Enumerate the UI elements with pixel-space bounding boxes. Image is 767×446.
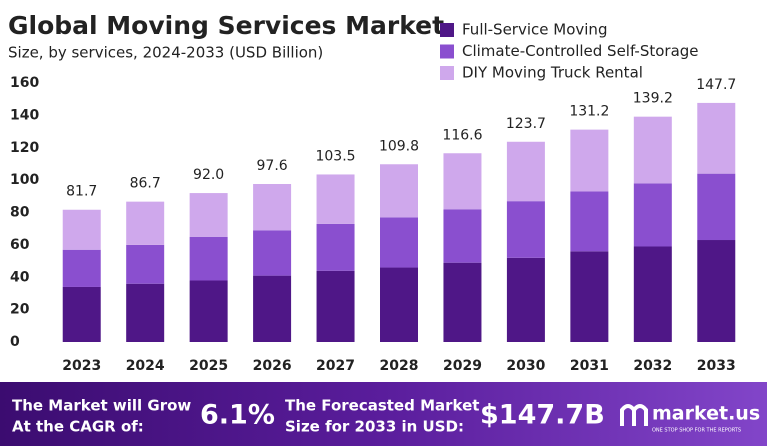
bar-segment	[62, 286, 101, 342]
total-label: 81.7	[66, 184, 97, 200]
x-tick-label: 2031	[570, 358, 609, 374]
x-tick-label: 2023	[62, 358, 101, 374]
total-label: 92.0	[193, 167, 224, 183]
chart-subtitle: Size, by services, 2024-2033 (USD Billio…	[8, 44, 323, 62]
brand-name: market.us	[652, 403, 760, 425]
y-tick-label: 120	[10, 140, 39, 156]
bar-segment	[316, 174, 355, 224]
y-tick-label: 20	[10, 302, 30, 318]
x-tick-label: 2024	[126, 358, 165, 374]
bar-segment	[126, 201, 165, 245]
forecast-value: $147.7B	[480, 400, 605, 431]
bar-segment	[316, 223, 355, 271]
bar-segment	[633, 246, 672, 342]
x-tick-label: 2027	[316, 358, 355, 374]
bar-segment	[189, 193, 228, 237]
legend-label: DIY Moving Truck Rental	[462, 64, 643, 82]
legend-label: Full-Service Moving	[462, 21, 607, 39]
bar-segment	[62, 249, 101, 287]
bar-segment	[253, 275, 292, 342]
bar-segment	[253, 184, 292, 231]
y-tick-label: 160	[10, 75, 39, 91]
bar-segment	[506, 201, 545, 258]
bar-segment	[633, 183, 672, 247]
bar-segment	[126, 244, 165, 284]
legend-swatch	[440, 23, 454, 37]
legend-swatch	[440, 44, 454, 59]
bar-segment	[506, 257, 545, 342]
x-tick-label: 2030	[506, 358, 545, 374]
x-tick-label: 2032	[633, 358, 672, 374]
total-label: 139.2	[633, 91, 673, 107]
bar-segment	[189, 236, 228, 281]
chart-title: Global Moving Services Market	[8, 11, 444, 40]
bar-segment	[62, 209, 101, 250]
y-tick-label: 100	[10, 172, 39, 188]
brand-logo	[620, 404, 648, 426]
bar-segment	[380, 217, 418, 268]
bar-segment	[697, 102, 736, 174]
cagr-text: At the CAGR of:	[12, 418, 144, 436]
cagr-value: 6.1%	[200, 400, 275, 431]
x-tick-label: 2029	[443, 358, 482, 374]
total-label: 147.7	[696, 77, 736, 93]
bar-segment	[633, 116, 672, 184]
total-label: 103.5	[315, 148, 355, 164]
bar-segment	[443, 262, 482, 342]
bar-segment	[570, 251, 609, 342]
bar-segment	[570, 191, 609, 252]
bar-segment	[189, 280, 228, 342]
x-tick-label: 2026	[253, 358, 292, 374]
total-label: 97.6	[257, 158, 288, 174]
total-label: 86.7	[130, 176, 161, 192]
y-tick-label: 60	[10, 237, 30, 253]
bar-segment	[570, 129, 609, 192]
y-tick-label: 140	[10, 107, 39, 123]
forecast-text: The Forecasted Market	[285, 397, 479, 415]
brand-tagline: ONE STOP SHOP FOR THE REPORTS	[652, 428, 741, 434]
forecast-text: Size for 2033 in USD:	[285, 418, 464, 436]
legend-swatch	[440, 66, 454, 80]
y-tick-label: 40	[10, 269, 30, 285]
y-tick-label: 0	[10, 334, 20, 350]
total-label: 116.6	[442, 127, 482, 143]
y-tick-label: 80	[10, 205, 30, 221]
x-tick-label: 2028	[380, 358, 419, 374]
bar-segment	[253, 230, 292, 276]
legend-label: Climate-Controlled Self-Storage	[462, 42, 699, 60]
cagr-text: The Market will Grow	[12, 397, 191, 415]
bar-segment	[697, 173, 736, 241]
x-tick-label: 2033	[697, 358, 736, 374]
total-label: 123.7	[506, 116, 546, 132]
total-label: 131.2	[569, 104, 609, 120]
bar-segment	[506, 141, 545, 202]
bar-segment	[443, 153, 482, 210]
bar-segment	[443, 209, 482, 263]
bar-segment	[380, 164, 418, 218]
bar-segment	[380, 267, 418, 342]
bar-segment	[697, 240, 736, 342]
bar-segment	[126, 283, 165, 342]
x-tick-label: 2025	[189, 358, 228, 374]
footer-band	[0, 382, 767, 446]
total-label: 109.8	[379, 138, 419, 154]
bar-segment	[316, 270, 355, 342]
